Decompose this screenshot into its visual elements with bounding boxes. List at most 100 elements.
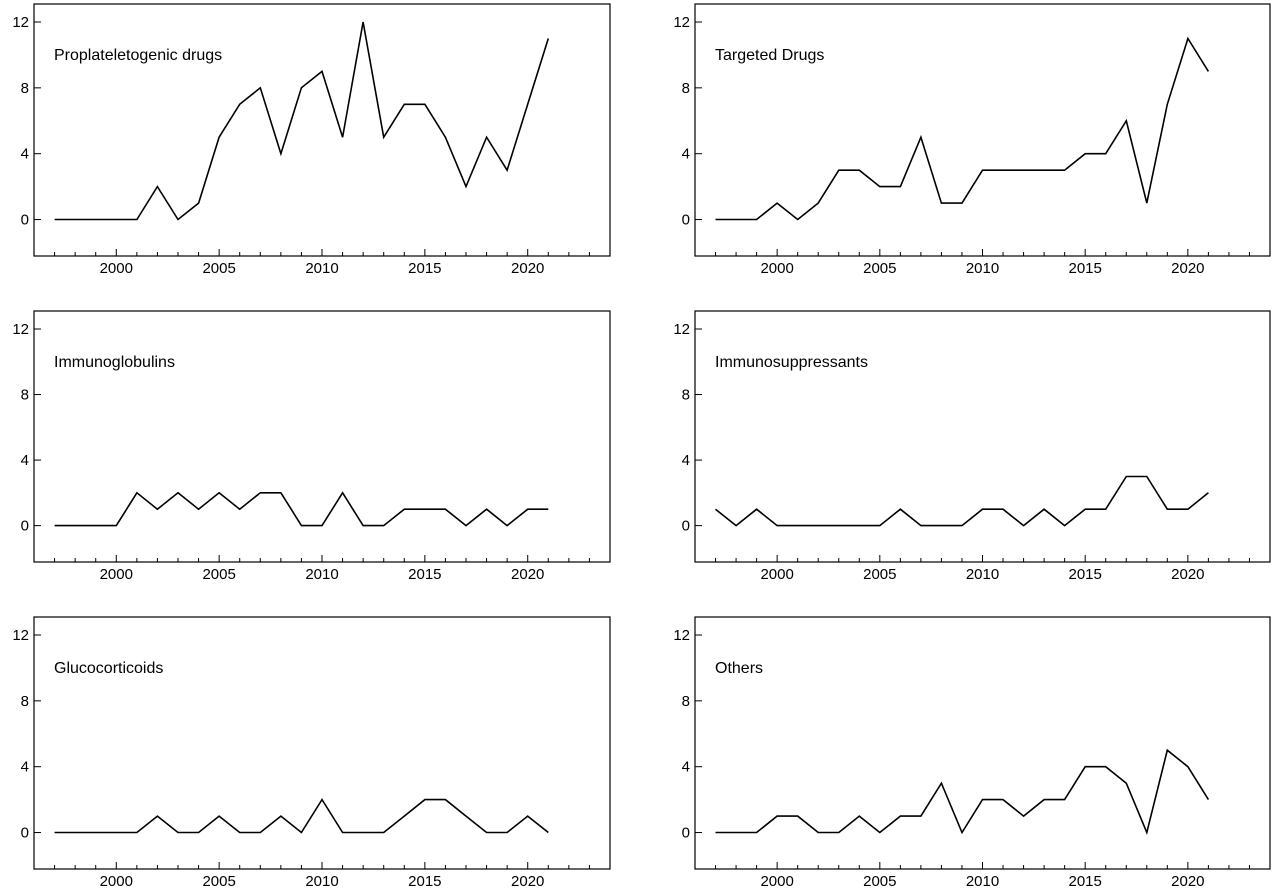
x-tick-label: 2005 xyxy=(202,566,235,583)
data-point xyxy=(1002,798,1004,800)
data-point xyxy=(940,782,942,784)
y-tick-label: 0 xyxy=(21,212,29,229)
x-tick-label: 2010 xyxy=(305,260,338,277)
panel-title: Others xyxy=(715,660,763,677)
x-tick-label: 2000 xyxy=(100,260,133,277)
data-point xyxy=(403,103,405,105)
data-point xyxy=(1187,765,1189,767)
y-tick-label: 12 xyxy=(673,14,690,31)
data-point xyxy=(714,831,716,833)
y-tick-label: 12 xyxy=(12,321,29,338)
y-tick-label: 0 xyxy=(682,212,690,229)
data-point xyxy=(115,524,117,526)
data-point xyxy=(362,524,364,526)
data-point xyxy=(383,831,385,833)
data-point xyxy=(444,508,446,510)
data-point xyxy=(527,508,529,510)
x-tick-label: 2005 xyxy=(202,260,235,277)
data-point xyxy=(197,831,199,833)
data-point xyxy=(1002,169,1004,171)
data-point xyxy=(817,524,819,526)
data-point xyxy=(1125,475,1127,477)
data-point xyxy=(1063,169,1065,171)
y-tick-label: 8 xyxy=(21,693,29,710)
data-point xyxy=(1022,169,1024,171)
data-point xyxy=(1207,70,1209,72)
series-line-proplateletogenic xyxy=(54,21,550,221)
data-point xyxy=(177,218,179,220)
data-point xyxy=(506,524,508,526)
series-line-others xyxy=(715,748,1210,836)
x-tick-label: 2000 xyxy=(760,566,793,583)
data-point xyxy=(796,218,798,220)
data-point xyxy=(961,524,963,526)
data-point xyxy=(1146,202,1148,204)
data-point xyxy=(485,831,487,833)
x-tick-label: 2000 xyxy=(760,873,793,890)
data-point xyxy=(424,798,426,800)
data-point xyxy=(899,508,901,510)
data-point xyxy=(755,218,757,220)
data-point xyxy=(776,524,778,526)
data-point xyxy=(403,508,405,510)
data-point xyxy=(858,815,860,817)
data-point xyxy=(321,524,323,526)
data-point xyxy=(776,815,778,817)
x-tick-label: 2005 xyxy=(863,873,896,890)
data-point xyxy=(321,798,323,800)
data-point xyxy=(485,508,487,510)
data-point xyxy=(506,831,508,833)
data-point xyxy=(197,508,199,510)
data-point xyxy=(115,218,117,220)
x-tick-label: 2020 xyxy=(1171,566,1204,583)
series-line-immunosuppressants xyxy=(715,475,1209,527)
data-point xyxy=(321,70,323,72)
data-point xyxy=(879,831,881,833)
data-point xyxy=(115,831,117,833)
panel-targeted: 0 4 8 12 2000 2005 2010 2015 2020 Targeted Drugs xyxy=(673,3,1271,277)
data-point xyxy=(53,831,55,833)
data-point xyxy=(177,492,179,494)
y-tick-label: 4 xyxy=(21,146,29,163)
data-point xyxy=(74,218,76,220)
panel-title: Glucocorticoids xyxy=(54,660,163,677)
data-point xyxy=(383,524,385,526)
y-tick-label: 8 xyxy=(682,387,690,404)
x-tick-label: 2005 xyxy=(202,873,235,890)
data-point xyxy=(300,524,302,526)
data-point xyxy=(1105,765,1107,767)
panel-proplateletogenic: 0 4 8 12 2000 2005 2010 2015 2020 Proplateletogen… xyxy=(12,3,611,277)
x-tick-label: 2020 xyxy=(511,873,544,890)
x-tick-label: 2005 xyxy=(863,566,896,583)
data-point xyxy=(239,831,241,833)
x-tick-label: 2020 xyxy=(511,566,544,583)
data-point xyxy=(239,103,241,105)
data-point xyxy=(95,218,97,220)
data-point xyxy=(74,831,76,833)
data-point xyxy=(547,508,549,510)
data-point xyxy=(300,87,302,89)
data-point xyxy=(218,815,220,817)
data-point xyxy=(280,815,282,817)
x-tick-label: 2000 xyxy=(760,260,793,277)
data-point xyxy=(879,524,881,526)
data-point xyxy=(53,218,55,220)
data-point xyxy=(735,524,737,526)
data-point xyxy=(714,508,716,510)
data-point xyxy=(981,169,983,171)
data-point xyxy=(280,492,282,494)
y-tick-label: 8 xyxy=(21,387,29,404)
y-tick-label: 4 xyxy=(21,452,29,469)
data-point xyxy=(817,202,819,204)
y-tick-label: 12 xyxy=(673,321,690,338)
data-point xyxy=(838,831,840,833)
panel-frame xyxy=(694,616,1271,870)
data-point xyxy=(485,136,487,138)
data-point xyxy=(735,831,737,833)
data-point xyxy=(1063,798,1065,800)
x-tick-label: 2020 xyxy=(1171,873,1204,890)
data-point xyxy=(527,815,529,817)
panel-immunosuppressants: 0 4 8 12 2000 2005 2010 2015 2020 Immunosuppressa… xyxy=(673,310,1271,583)
data-point xyxy=(940,202,942,204)
